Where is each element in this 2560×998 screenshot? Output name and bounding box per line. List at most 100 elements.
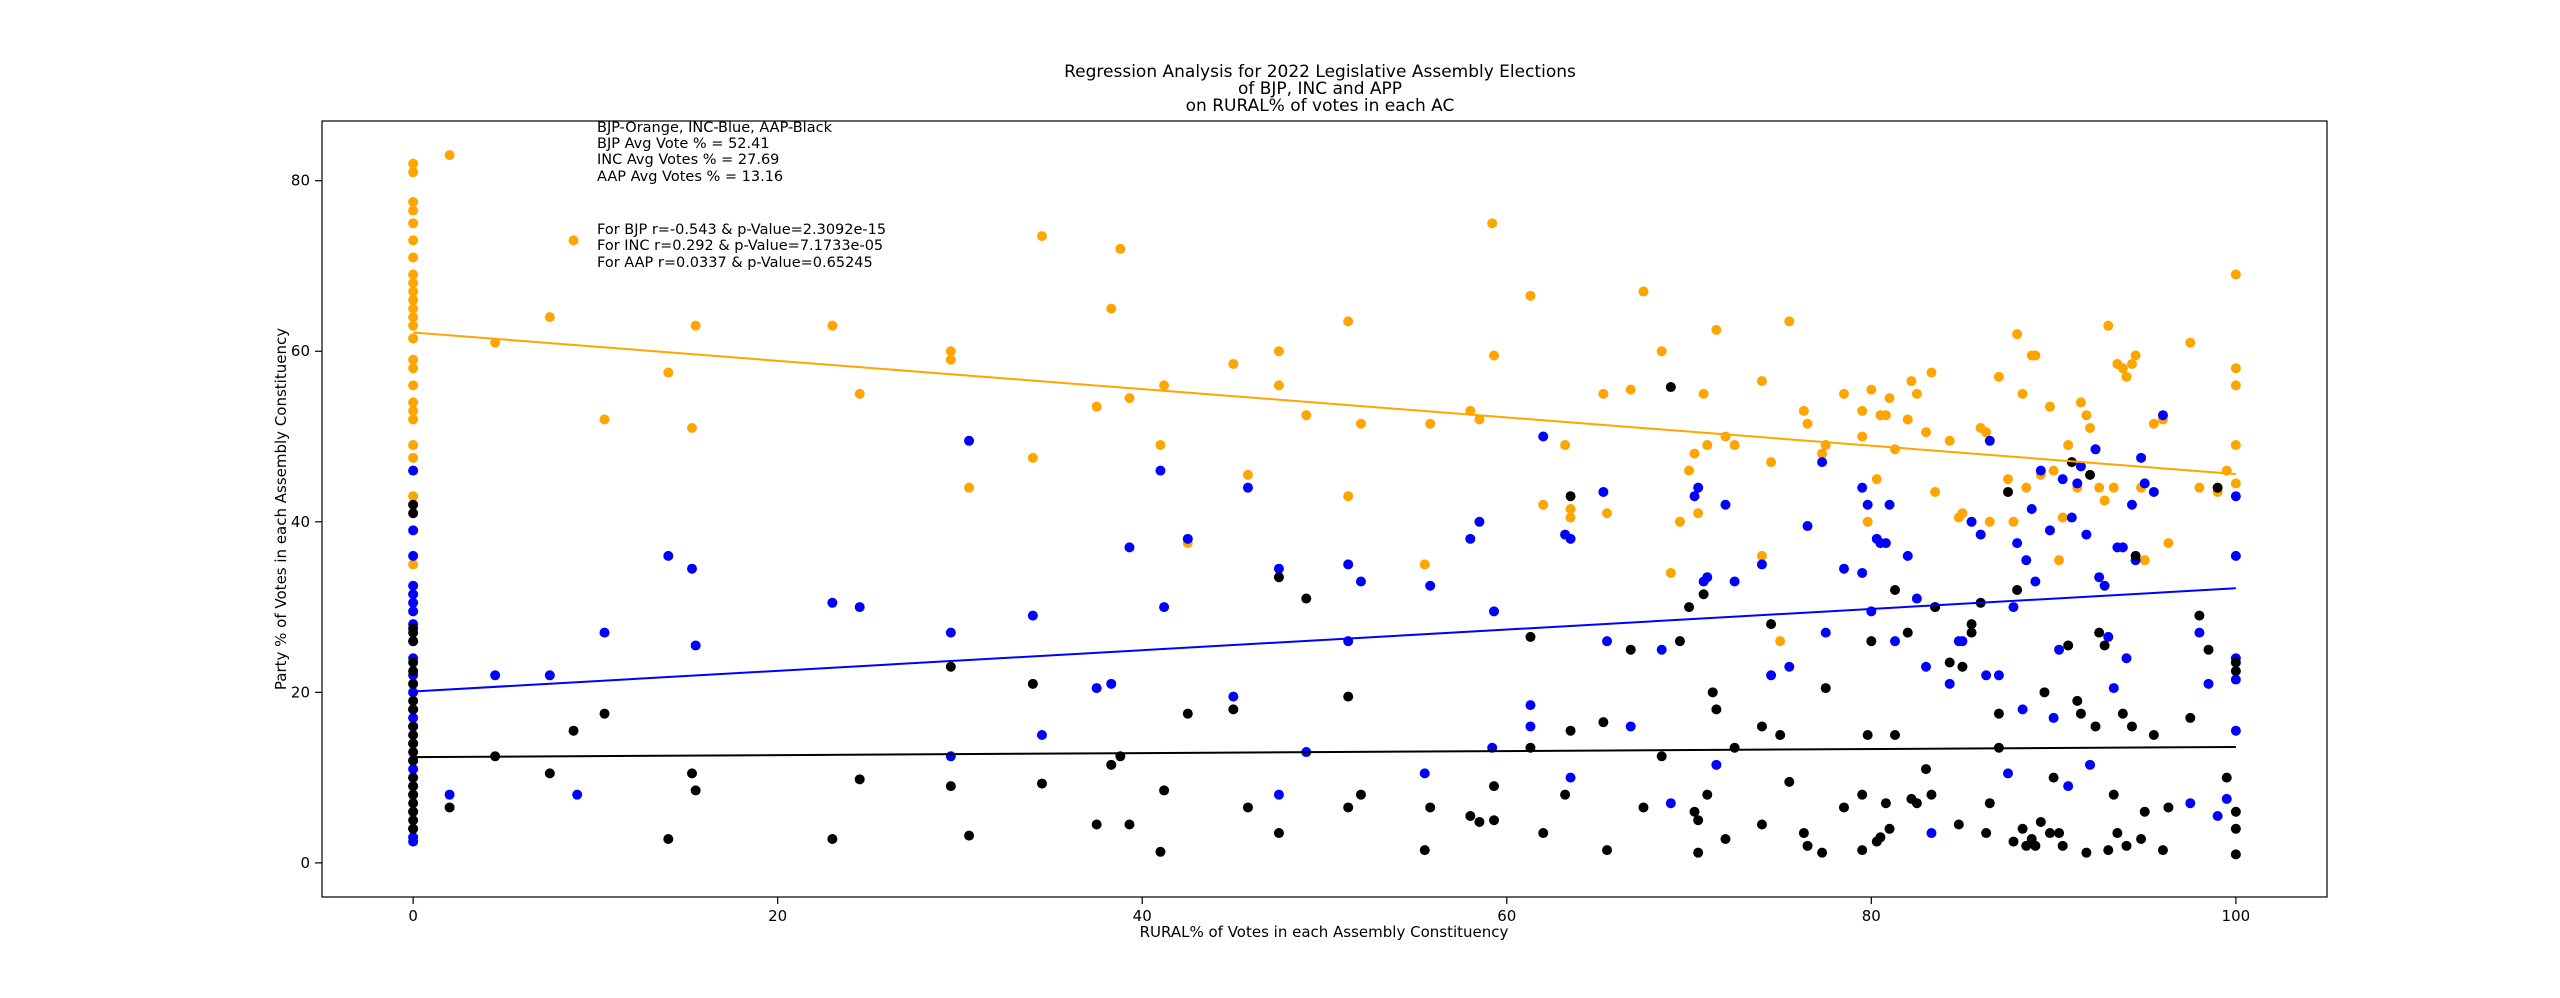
data-point [1866,636,1877,647]
data-point [2075,397,2086,408]
data-point [408,252,419,263]
data-point [1930,602,1941,613]
data-point [408,525,419,536]
data-point [1155,846,1166,857]
data-point [2185,337,2196,348]
data-point [1560,440,1571,451]
data-point [1565,504,1576,514]
data-point [2044,525,2055,536]
data-point [408,414,419,425]
data-point [1182,708,1193,719]
data-point [2117,708,2128,719]
data-point [2035,465,2046,476]
data-point [663,834,674,845]
data-point [1674,636,1685,647]
data-point [408,363,419,374]
data-point [1602,636,1613,647]
data-point [1273,572,1284,583]
data-point [1921,661,1931,672]
data-point [408,806,419,817]
x-tick-label: 80 [1862,907,1881,925]
data-point [1301,593,1312,604]
data-point [1598,717,1609,728]
data-point [2030,576,2041,587]
data-point [2017,704,2028,715]
data-point [408,295,419,306]
data-point [1625,644,1636,655]
data-point [1711,324,1722,335]
data-point [1155,465,1166,476]
data-point [1729,576,1740,587]
data-point [1729,440,1740,451]
data-point [2230,440,2241,451]
data-point [687,768,698,779]
regression-line-1 [413,587,2236,693]
data-point [1857,482,1868,493]
data-point [1838,388,1849,399]
data-point [1702,440,1713,451]
data-point [945,751,956,762]
data-point [408,606,419,617]
data-point [1487,218,1498,229]
data-point [2063,781,2074,792]
data-point [1911,593,1922,604]
data-point [544,768,555,779]
data-point [2021,555,2032,566]
data-point [2030,840,2041,851]
data-point [2057,840,2068,851]
data-point [1884,393,1895,404]
data-point [1817,847,1828,858]
data-point [2121,840,2132,851]
data-point [408,278,419,289]
data-point [2194,627,2205,638]
data-point [408,465,419,476]
data-point [854,774,865,785]
data-point [2117,542,2128,553]
data-point [1560,789,1571,800]
data-point [2048,465,2059,476]
data-point [2212,810,2223,821]
data-point [1602,508,1613,519]
data-point [1656,346,1667,357]
data-point [1866,384,1877,395]
data-point [1489,815,1500,826]
data-point [2085,422,2096,433]
data-point [1921,427,1931,438]
data-point [2148,486,2159,497]
data-point [1027,678,1038,689]
data-point [2157,410,2168,421]
data-point [2057,512,2068,523]
data-point [2090,721,2101,732]
data-point [1525,290,1536,301]
data-point [408,815,419,826]
data-point [1756,721,1767,732]
data-point [1857,405,1868,416]
data-point [444,150,455,161]
data-point [1953,819,1964,830]
data-point [1656,751,1667,762]
data-point [945,627,956,638]
data-point [408,158,419,169]
bjp-average-note: BJP Avg Vote % = 52.41 [597,136,770,152]
data-point [1798,828,1809,839]
plot-frame [321,120,2328,898]
x-axis: 0 20 40 60 80 100 [408,897,2250,925]
data-point [2017,823,2028,834]
data-point [1890,444,1901,455]
data-point [408,559,419,570]
data-point [2063,440,2074,451]
x-tick-label: 100 [2222,907,2251,925]
data-point [2221,772,2232,783]
data-point [1880,798,1891,809]
data-point [2039,687,2050,698]
data-point [1465,810,1476,821]
data-point [1802,840,1813,851]
data-point [1091,683,1102,694]
data-point [1838,563,1849,574]
data-point [1766,457,1777,468]
data-point [1538,431,1549,442]
data-point [444,789,455,800]
data-point [1565,725,1576,736]
data-point [1921,764,1931,775]
data-point [1182,533,1193,544]
